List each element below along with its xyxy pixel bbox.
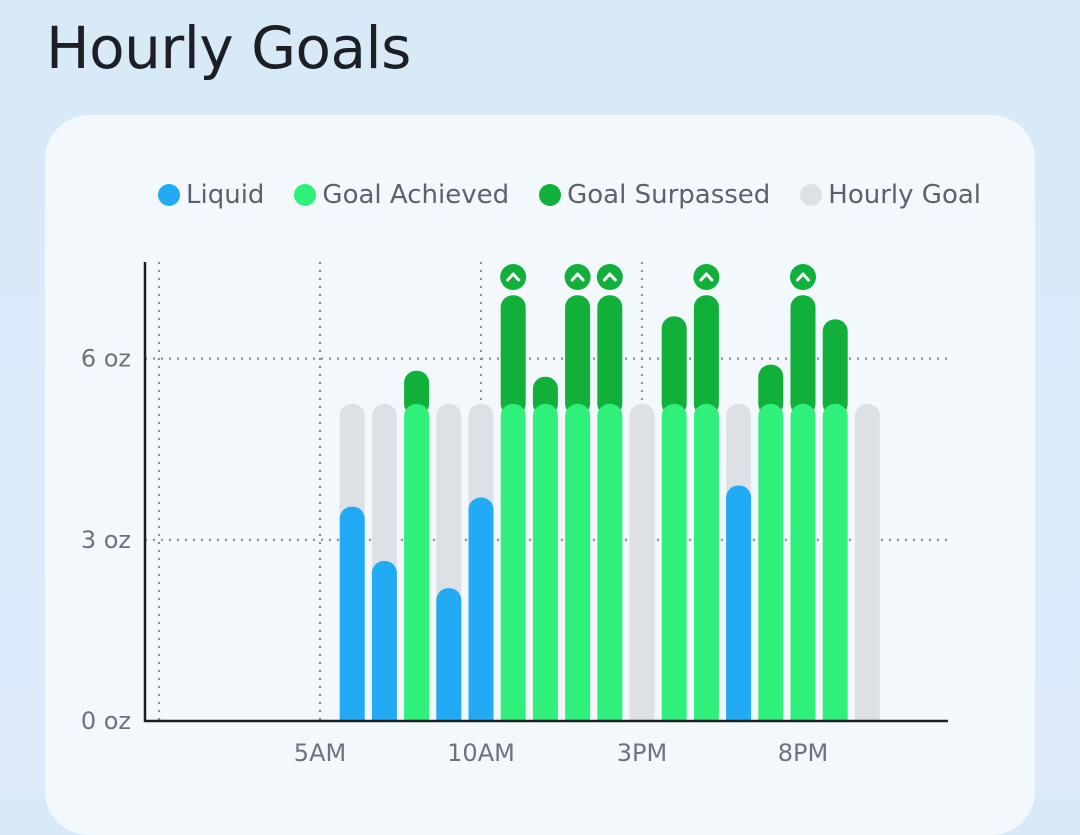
bar-hourly-goal (629, 403, 655, 733)
legend-label-goal-surpassed: Goal Surpassed (567, 180, 771, 210)
chevron-up-glyph (796, 272, 810, 282)
chevron-up-glyph (699, 272, 714, 282)
bar-goal-surpassed (790, 295, 816, 416)
y-tick-label: 3 oz (81, 526, 131, 554)
y-tick-label: 6 oz (81, 345, 131, 373)
legend-item-goal-surpassed[interactable]: Goal Surpassed (539, 180, 770, 210)
bar-liquid (371, 560, 397, 733)
bar-goal-surpassed (404, 370, 430, 416)
bar-goal-surpassed (693, 295, 719, 416)
bar-goal-achieved (500, 403, 526, 733)
baseline-mask (145, 722, 952, 762)
x-tick-label: 10AM (447, 739, 515, 767)
bar-liquid (726, 485, 752, 733)
x-tick-label: 3PM (617, 739, 667, 767)
chevron-up-icon (500, 264, 527, 290)
bar-goal-achieved (822, 403, 848, 733)
bar-goal-achieved (532, 403, 558, 733)
chevron-up-icon (693, 264, 720, 290)
legend-swatch-hourly-goal (800, 184, 823, 206)
chevron-up-glyph (506, 272, 521, 282)
hourly-bar-chart: 0 oz 3 oz 6 oz 5AM 10AM 3PM 8PM (80, 262, 952, 767)
chevron-up-icon (790, 264, 816, 290)
bar-goal-achieved (790, 403, 816, 733)
bar-goal-surpassed (500, 295, 526, 416)
legend-label-liquid: Liquid (186, 180, 265, 210)
x-tick-label: 8PM (778, 739, 828, 767)
legend-swatch-goal-surpassed (539, 184, 562, 206)
chevron-up-icon (564, 264, 591, 290)
chevron-up-icon (596, 264, 623, 290)
legend-swatch-goal-achieved (294, 184, 317, 206)
bar-goal-achieved (597, 403, 623, 733)
bar-goal-surpassed (597, 295, 623, 416)
legend-item-liquid[interactable]: Liquid (158, 180, 264, 210)
bar-goal-achieved (693, 403, 719, 733)
bar-hourly-goal (854, 403, 880, 733)
legend-label-goal-achieved: Goal Achieved (322, 180, 510, 210)
legend-swatch-liquid (158, 184, 180, 206)
bar-goal-surpassed (822, 319, 848, 416)
x-tick-label: 5AM (294, 739, 346, 767)
bar-goal-achieved (404, 403, 430, 733)
bar-goal-surpassed (661, 316, 687, 416)
legend-label-hourly-goal: Hourly Goal (828, 180, 982, 210)
chart-legend: Liquid Goal Achieved Goal Surpassed Hour… (158, 180, 981, 210)
bar-liquid (436, 588, 462, 733)
chevron-up-glyph (570, 272, 585, 282)
chevron-up-glyph (602, 272, 617, 282)
legend-item-hourly-goal[interactable]: Hourly Goal (800, 180, 981, 210)
bar-liquid (339, 506, 365, 733)
bar-liquid (468, 497, 494, 733)
y-tick-label: 0 oz (81, 707, 131, 735)
legend-item-goal-achieved[interactable]: Goal Achieved (294, 180, 509, 210)
bar-goal-achieved (565, 403, 591, 733)
bar-goal-surpassed (758, 364, 784, 416)
bar-goal-surpassed (565, 295, 591, 416)
bar-goal-achieved (661, 403, 687, 733)
bar-goal-achieved (758, 403, 784, 733)
page-title: Hourly Goals (46, 14, 411, 82)
